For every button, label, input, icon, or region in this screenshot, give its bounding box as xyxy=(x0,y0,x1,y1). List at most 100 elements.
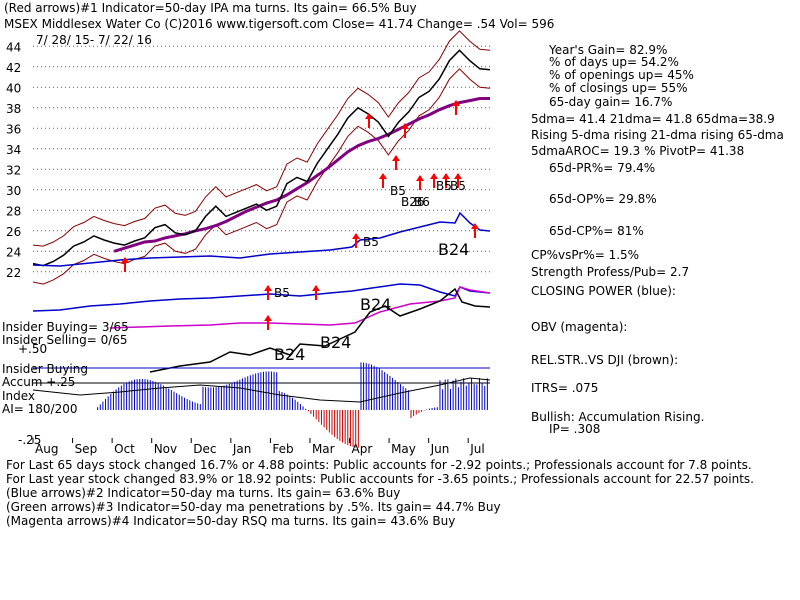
x-tick-label: Dec xyxy=(193,442,216,456)
buy-arrow xyxy=(312,285,320,300)
x-tick-label: Jul xyxy=(469,442,484,456)
buy-arrow xyxy=(264,315,272,330)
x-tick-label: Mar xyxy=(312,442,335,456)
stat-bullish: Bullish: Accumulation Rising. xyxy=(531,410,705,424)
grid xyxy=(33,45,490,273)
y-tick-label: 34 xyxy=(6,143,21,157)
signal-label: B24 xyxy=(274,345,305,364)
buy-arrow xyxy=(442,173,450,188)
buy-arrow xyxy=(471,223,479,238)
x-tick-label: Jan xyxy=(232,442,252,456)
stock-title: MSEX Middlesex Water Co (C)2016 www.tige… xyxy=(4,17,555,31)
y-tick-label: 36 xyxy=(6,122,21,136)
y-tick-label: 32 xyxy=(6,163,21,177)
buy-arrow xyxy=(264,285,272,300)
buy-arrow xyxy=(401,123,409,138)
x-tick-label: May xyxy=(391,442,416,456)
x-tick-label: Feb xyxy=(272,442,293,456)
stat-itrs: ITRS= .075 xyxy=(531,381,599,395)
signal-label: B24 xyxy=(360,295,391,314)
stat-years-gain: Year's Gain= 82.9% xyxy=(549,43,668,57)
signal-label: B24 xyxy=(438,240,469,259)
signal-label: B5 xyxy=(363,235,379,249)
closing-power-legend: CLOSING POWER (blue): xyxy=(531,284,676,298)
y-tick-label: 22 xyxy=(6,266,21,280)
minus25-label: -.25 xyxy=(18,433,42,447)
closing-power-lower-line xyxy=(32,283,491,312)
x-tick-label: Jun xyxy=(430,442,450,456)
signal-label: B5 xyxy=(436,179,452,193)
y-tick-label: 30 xyxy=(6,184,21,198)
stat-rising: Rising 5-dma rising 21-dma rising 65-dma xyxy=(531,128,784,142)
footer-line-1: For Last 65 days stock changed 16.7% or … xyxy=(6,458,752,472)
closing-power-upper-line xyxy=(32,211,491,267)
y-tick-labels: 22 24 26 28 30 32 34 36 38 40 42 44 xyxy=(6,40,21,280)
lower-band-line xyxy=(32,68,491,285)
signal-label: B24 xyxy=(320,333,351,352)
x-tick-label: Sep xyxy=(75,442,98,456)
buy-arrow xyxy=(452,100,460,115)
footer-line-4: (Green arrows)#3 Indicator=50-day ma pen… xyxy=(6,500,501,514)
y-tick-label: 42 xyxy=(6,61,21,75)
accum-label-3: Index xyxy=(2,389,36,403)
x-tick-label: Oct xyxy=(114,442,135,456)
buy-arrow xyxy=(416,175,424,190)
accum-label-2: Accum +.25 xyxy=(2,375,76,389)
buy-arrow xyxy=(430,173,438,188)
stat-ip: IP= .308 xyxy=(549,422,601,436)
x-tick-label: Aug xyxy=(35,442,58,456)
buy-arrow xyxy=(379,173,387,188)
footer-line-2: For Last year stock changed 83.9% or 18.… xyxy=(6,472,754,486)
y-tick-label: 44 xyxy=(6,40,21,54)
stat-65d-pr: 65d-PR%= 79.4% xyxy=(549,161,656,175)
obv-legend: OBV (magenta): xyxy=(531,320,628,334)
x-tick-label: Nov xyxy=(154,442,177,456)
stat-65d-op: 65d-OP%= 29.8% xyxy=(549,192,657,206)
stat-strength: Strength Profess/Pub= 2.7 xyxy=(531,265,690,279)
accum-ma-line xyxy=(32,377,491,403)
price-line xyxy=(32,49,491,267)
x-tick-label: Apr xyxy=(352,442,373,456)
ma65-line xyxy=(113,97,490,253)
y-tick-label: 38 xyxy=(6,102,21,116)
y-tick-label: 28 xyxy=(6,204,21,218)
insider-buying-label: Insider Buying= 3/65 xyxy=(2,320,129,334)
buy-arrows xyxy=(121,100,479,330)
buy-arrow xyxy=(365,113,373,128)
stat-days-up: % of days up= 54.2% xyxy=(549,55,679,69)
plus50-label: +.50 xyxy=(18,342,48,356)
signal-label: B6 xyxy=(414,195,430,209)
footer-line-5: (Magenta arrows)#4 Indicator=50-day RSQ … xyxy=(6,514,456,528)
stat-65d-cp: 65d-CP%= 81% xyxy=(549,224,644,238)
obv-line xyxy=(109,286,491,329)
footer-line-3: (Blue arrows)#2 Indicator=50-day ma turn… xyxy=(6,486,401,500)
signal-label: B5 xyxy=(450,179,466,193)
buy-arrow xyxy=(121,257,129,272)
stat-65day-gain: 65-day gain= 16.7% xyxy=(549,95,673,109)
y-tick-label: 26 xyxy=(6,225,21,239)
ai-label: AI= 180/200 xyxy=(2,402,78,416)
accum-label-1: Insider Buying xyxy=(2,362,88,376)
stat-openings-up: % of openings up= 45% xyxy=(549,68,694,82)
signal-label: B26 xyxy=(401,195,425,209)
insider-selling-label: Insider Selling= 0/65 xyxy=(2,333,128,347)
signal-label: B5 xyxy=(390,184,406,198)
stat-closings-up: % of closings up= 55% xyxy=(549,81,688,95)
buy-arrow xyxy=(392,155,400,170)
date-range: 7/ 28/ 15- 7/ 22/ 16 xyxy=(36,33,152,47)
indicator-1-title: (Red arrows)#1 Indicator=50-day IPA ma t… xyxy=(4,1,417,15)
stat-dma: 5dma= 41.4 21dma= 41.8 65dma=38.9 xyxy=(531,112,775,126)
accum-bars xyxy=(97,362,488,448)
signal-label: B5 xyxy=(274,286,290,300)
stat-cp-vs-pr: CP%vsPr%= 1.5% xyxy=(531,248,640,262)
buy-arrow xyxy=(352,233,360,248)
rel-strength-line xyxy=(149,287,491,373)
x-tick-labels: Aug Sep Oct Nov Dec Jan Feb Mar Apr May Jun Jul xyxy=(32,438,485,456)
upper-band-line xyxy=(32,30,491,247)
buy-arrow xyxy=(454,173,462,188)
stat-aroc: 5dmaAROC= 19.3 % PivotP= 41.38 xyxy=(531,144,745,158)
y-tick-label: 40 xyxy=(6,81,21,95)
rel-str-legend: REL.STR..VS DJI (brown): xyxy=(531,353,679,367)
y-tick-label: 24 xyxy=(6,245,21,259)
